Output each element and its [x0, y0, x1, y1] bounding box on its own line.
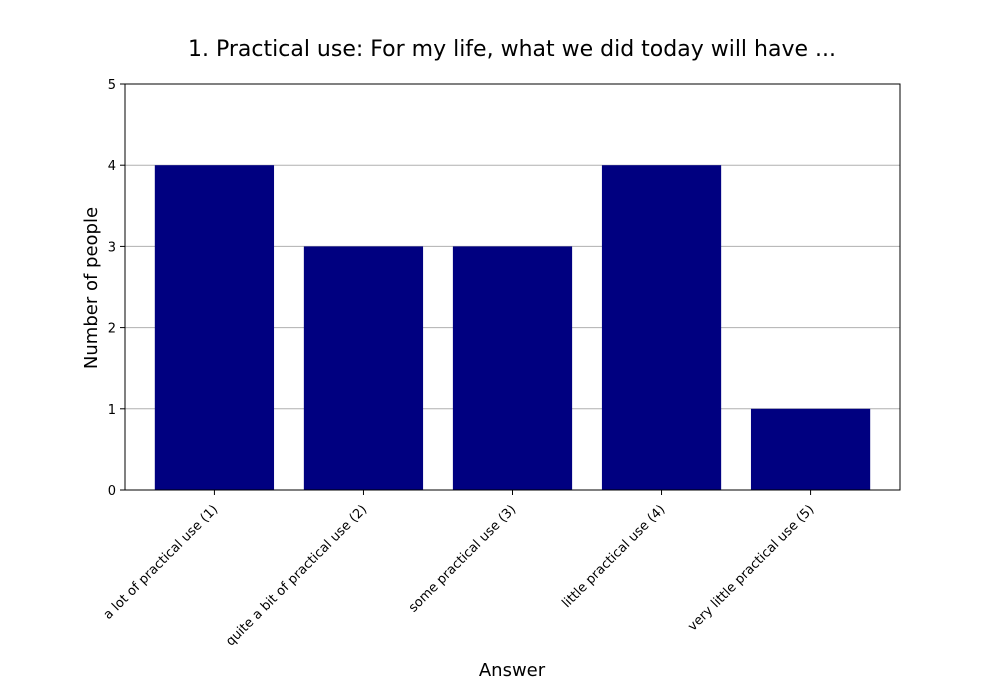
x-axis: a lot of practical use (1) quite a bit of… [101, 490, 817, 649]
bar [750, 408, 871, 490]
chart-title: 1. Practical use: For my life, what we d… [188, 37, 836, 62]
y-tick-label: 2 [108, 322, 116, 337]
y-axis-label: Number of people [81, 207, 102, 369]
y-tick-label: 1 [108, 403, 116, 418]
bars [154, 165, 871, 490]
y-tick-label: 0 [108, 484, 116, 499]
y-axis: 0 1 2 3 4 5 [108, 78, 125, 499]
x-tick-label: a lot of practical use (1) [101, 502, 221, 622]
x-tick-label: some practical use (3) [406, 502, 519, 615]
bar [601, 165, 722, 490]
bar [452, 246, 573, 490]
y-tick-label: 5 [108, 78, 116, 93]
y-tick-label: 3 [108, 240, 116, 255]
bar [303, 246, 424, 490]
x-tick-label: quite a bit of practical use (2) [223, 502, 370, 649]
bar [154, 165, 275, 490]
x-axis-label: Answer [479, 660, 546, 681]
x-tick-label: little practical use (4) [559, 502, 668, 611]
y-tick-label: 4 [108, 159, 116, 174]
x-tick-label: very little practical use (5) [685, 502, 817, 634]
